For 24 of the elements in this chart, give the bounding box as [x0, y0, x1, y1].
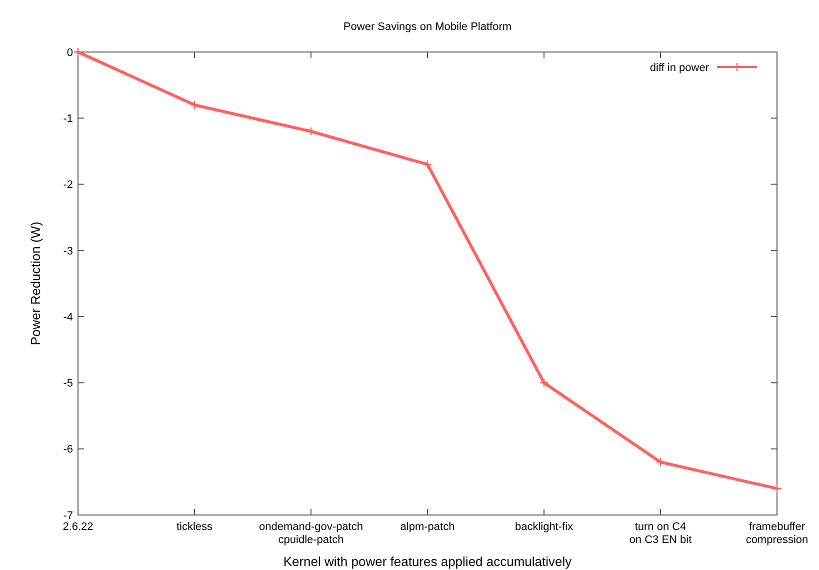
point [190, 100, 200, 110]
x-tick-label: backlight-fix [514, 521, 574, 533]
x-axis-title: Kernel with power features applied accumulatively [283, 554, 572, 569]
x-tick-label: turn on C4 on C3 EN bit [629, 521, 692, 546]
y-tick-label: -1 [63, 112, 73, 125]
y-tick-label: -2 [63, 179, 73, 192]
y-tick-label: -7 [63, 510, 73, 522]
x-tick-label: ondemand-gov-patch cpuidle-patch [259, 521, 363, 546]
x-tick-label: tickless [176, 521, 214, 533]
y-tick-label: -4 [63, 311, 73, 324]
x-tick-label: framebuffer compression [746, 521, 808, 546]
x-tick-label: 2.6.22 [62, 521, 94, 533]
y-axis-title: Power Reduction (W) [28, 222, 43, 346]
legend-label: diff in power [650, 62, 710, 74]
y-tick-label: -6 [63, 444, 73, 456]
y-tick-label: 0 [66, 46, 73, 59]
x-tick-label: alpm-patch [400, 521, 455, 533]
chart-title: Power Savings on Mobile Platform [343, 21, 512, 33]
point [539, 378, 549, 388]
point [772, 484, 782, 494]
y-tick-label: -5 [63, 378, 73, 390]
point [422, 160, 432, 170]
point [73, 47, 83, 57]
y-tick-label: -3 [63, 245, 73, 258]
